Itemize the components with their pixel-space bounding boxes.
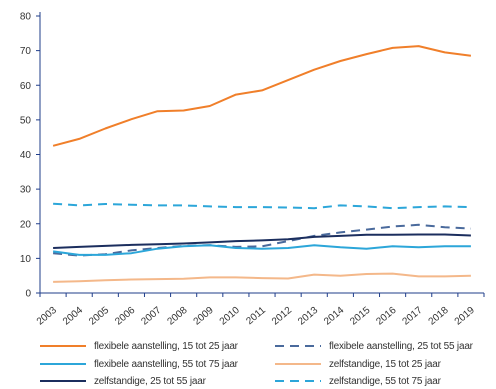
series-line-1 — [52, 45, 472, 147]
series-line-3 — [52, 244, 471, 256]
x-tick-label: 2013 — [296, 305, 320, 328]
y-tick-label: 80 — [20, 12, 32, 23]
y-axis: 0 10 20 30 40 50 60 70 80 — [20, 12, 41, 300]
y-tick-label: 50 — [20, 115, 32, 126]
legend-swatch — [275, 363, 321, 365]
x-tick-label: 2004 — [61, 305, 85, 328]
x-tick-label: 2005 — [87, 305, 111, 328]
legend-label: flexibele aanstelling, 55 tot 75 jaar — [94, 358, 238, 370]
x-tick-label: 2019 — [453, 305, 477, 328]
x-tick-label: 2015 — [348, 305, 372, 328]
legend-swatch — [275, 345, 321, 347]
legend-label: flexibele aanstelling, 15 tot 25 jaar — [94, 340, 238, 352]
legend-label: flexibele aanstelling, 25 tot 55 jaar — [329, 340, 473, 352]
x-tick-label: 2010 — [218, 305, 242, 328]
y-tick-label: 60 — [20, 81, 32, 92]
legend-item-zelf-25-55: zelfstandige, 25 tot 55 jaar — [40, 374, 206, 388]
x-tick-label: 2016 — [374, 305, 398, 328]
x-tick-label: 2012 — [270, 305, 294, 328]
legend-item-zelf-55-75: zelfstandige, 55 tot 75 jaar — [275, 374, 441, 388]
legend-swatch — [40, 345, 86, 347]
x-tick-label: 2006 — [113, 305, 137, 328]
legend: flexibele aanstelling, 15 tot 25 jaar fl… — [0, 330, 496, 389]
x-tick-label: 2008 — [165, 305, 189, 328]
series-line-4 — [53, 272, 471, 283]
y-tick-label: 10 — [20, 254, 32, 265]
x-tick-label: 2018 — [427, 305, 451, 328]
series-line-6 — [53, 202, 471, 210]
series-line-2 — [53, 223, 471, 257]
x-tick-label: 2011 — [244, 305, 268, 328]
legend-item-flex-55-75: flexibele aanstelling, 55 tot 75 jaar — [40, 357, 238, 371]
x-tick-label: 2009 — [192, 305, 216, 328]
y-tick-label: 20 — [20, 219, 32, 230]
y-tick-label: 0 — [25, 289, 31, 300]
x-axis: 2003 2004 2005 2006 2007 2008 2009 2010 2011 2012… — [35, 292, 485, 328]
x-tick-label: 2014 — [322, 305, 346, 328]
legend-swatch — [40, 363, 86, 365]
legend-item-flex-25-55: flexibele aanstelling, 25 tot 55 jaar — [275, 339, 473, 353]
legend-item-zelf-15-25: zelfstandige, 15 tot 25 jaar — [275, 357, 441, 371]
legend-item-flex-15-25: flexibele aanstelling, 15 tot 25 jaar — [40, 339, 238, 353]
y-tick-label: 40 — [20, 150, 32, 161]
x-tick-label: 2017 — [401, 305, 425, 328]
legend-swatch — [275, 380, 321, 382]
x-tick-label: 2003 — [35, 305, 59, 328]
legend-label: zelfstandige, 55 tot 75 jaar — [329, 375, 441, 387]
y-tick-label: 70 — [20, 46, 32, 57]
legend-label: zelfstandige, 15 tot 25 jaar — [329, 358, 441, 370]
legend-label: zelfstandige, 25 tot 55 jaar — [94, 375, 206, 387]
legend-swatch — [40, 380, 86, 382]
x-tick-label: 2007 — [139, 305, 163, 328]
y-tick-label: 30 — [20, 185, 32, 196]
series-line-5 — [53, 233, 471, 249]
series-layer — [52, 45, 472, 283]
